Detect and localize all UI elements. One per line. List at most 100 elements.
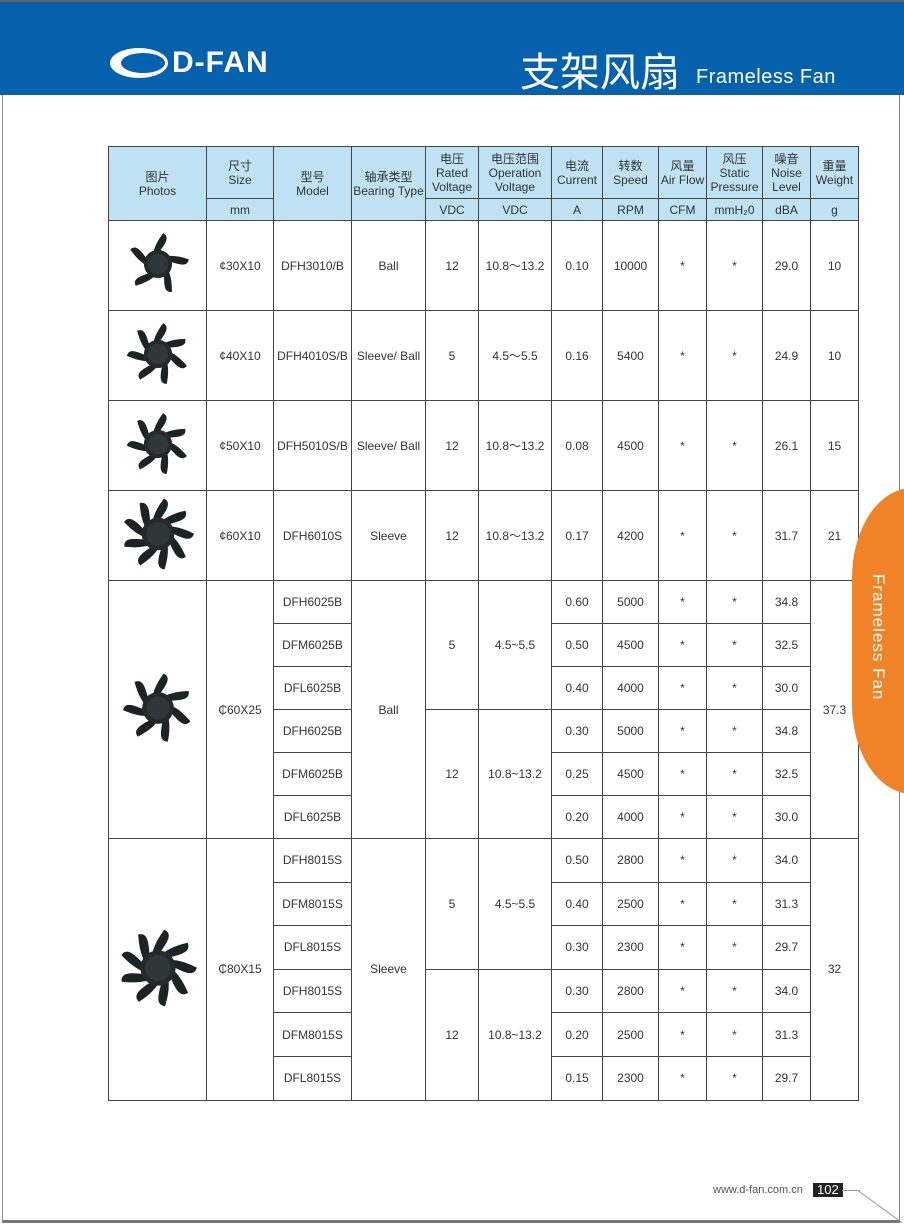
model-cell: DFL6025B xyxy=(273,795,352,839)
header-en: Model xyxy=(296,183,329,198)
website-url: www.d-fan.com.cn xyxy=(713,1184,803,1196)
range-cell: 10.8~13.2 xyxy=(478,968,552,1101)
noise-cell: 34.0 xyxy=(762,968,811,1014)
table-row: ¢40X10 DFH4010S/B Sleeve/ Ball 5 4.5～5.5 0.16… xyxy=(108,310,859,401)
header-cn: 尺寸 xyxy=(227,158,252,173)
pressure-cell: * xyxy=(706,666,763,710)
range-cell: 10.8～13.2 xyxy=(478,220,552,311)
fan-photo xyxy=(129,233,189,292)
noise-cell: 29.7 xyxy=(762,1055,811,1101)
header-en: Weight xyxy=(815,172,854,187)
logo-text: D-FAN xyxy=(172,46,269,79)
table-row: ¢60X10 DFH6010S Sleeve 12 10.8～13.2 0.17 4200 *… xyxy=(108,490,859,581)
flow-cell: * xyxy=(658,752,707,796)
photo-cell xyxy=(108,580,207,839)
pressure-cell: * xyxy=(706,400,763,491)
header-en: Rated Voltage xyxy=(431,165,473,194)
speed-cell: 4500 xyxy=(602,400,659,491)
weight-cell: 32 xyxy=(810,838,859,1101)
noise-cell: 29.0 xyxy=(762,220,811,311)
noise-cell: 31.7 xyxy=(762,490,811,581)
range-cell: 4.5～5.5 xyxy=(478,310,552,401)
model-cell: DFH6025B xyxy=(273,709,352,753)
pressure-cell: * xyxy=(706,968,763,1014)
model-cell: DFL6025B xyxy=(273,666,352,710)
side-tab: Frameless Fan xyxy=(852,488,904,794)
model-cell: DFH4010S/B xyxy=(273,310,352,401)
fan-photo xyxy=(122,673,190,742)
speed-cell: 2300 xyxy=(602,925,659,970)
noise-cell: 32.5 xyxy=(762,623,811,667)
bearing-cell: Sleeve/ Ball xyxy=(351,400,426,491)
table-row: ₵60X25 DFH6025B Ball 5 4.5~5.5 0.60 5000 * * 34.8… xyxy=(108,580,859,839)
column-header: 轴承类型 Bearing Type xyxy=(351,146,426,221)
current-cell: 0.30 xyxy=(551,709,603,753)
size-cell: ₵60X25 xyxy=(206,580,274,839)
range-cell: 10.8~13.2 xyxy=(478,709,552,839)
side-tab-label: Frameless Fan xyxy=(869,574,888,701)
fan-photo xyxy=(126,323,187,384)
unit-cell: VDC xyxy=(425,198,479,221)
current-cell: 0.10 xyxy=(551,220,603,311)
page-number: 102 xyxy=(813,1183,843,1197)
bearing-cell: Sleeve xyxy=(351,838,426,1101)
table-row: DFM8015S 0.40 2500 * * 31.3 xyxy=(109,881,859,927)
column-header: 转数 Speed xyxy=(602,146,659,199)
current-cell: 0.30 xyxy=(551,925,603,970)
speed-cell: 4200 xyxy=(602,490,659,581)
weight-cell: 15 xyxy=(810,400,859,491)
voltage-cell: 12 xyxy=(425,490,479,581)
current-cell: 0.50 xyxy=(551,838,603,883)
title-en: Frameless Fan xyxy=(696,66,836,88)
noise-cell: 34.8 xyxy=(762,580,811,624)
current-cell: 0.40 xyxy=(551,881,603,927)
unit-cell: mmH₂0 xyxy=(706,198,763,221)
model-cell: DFH5010S/B xyxy=(273,400,352,491)
current-cell: 0.17 xyxy=(551,490,603,581)
model-cell: DFM8015S xyxy=(273,881,352,927)
header-en: Size xyxy=(228,172,252,187)
model-cell: DFH6025B xyxy=(273,580,352,624)
unit-row: mm VDC VDC A RPM CFM mmH₂0 dBA g xyxy=(109,198,859,221)
photo-cell xyxy=(108,310,207,401)
model-cell: DFH8015S xyxy=(273,968,352,1014)
pressure-cell: * xyxy=(706,490,763,581)
model-cell: DFM6025B xyxy=(273,752,352,796)
noise-cell: 32.5 xyxy=(762,752,811,796)
weight-cell: 37.3 xyxy=(810,580,859,839)
flow-cell: * xyxy=(658,623,707,667)
flow-cell: * xyxy=(658,490,707,581)
header-en: Air Flow xyxy=(660,172,705,187)
size-cell: ¢50X10 xyxy=(206,400,274,491)
current-cell: 0.40 xyxy=(551,666,603,710)
pressure-cell: * xyxy=(706,881,763,927)
current-cell: 0.50 xyxy=(551,623,603,667)
pressure-cell: * xyxy=(706,1055,763,1101)
size-cell: ¢60X10 xyxy=(206,490,274,581)
current-cell: 0.20 xyxy=(551,795,603,839)
header-cn: 型号 xyxy=(300,169,325,184)
noise-cell: 31.3 xyxy=(762,1012,811,1057)
table-row: DFM6025B 0.25 4500 * * 32.5 xyxy=(109,752,859,796)
unit-cell: CFM xyxy=(658,198,707,221)
current-cell: 0.20 xyxy=(551,1012,603,1057)
noise-cell: 30.0 xyxy=(762,795,811,839)
column-header: 风量 Air Flow xyxy=(658,146,707,199)
pressure-cell: * xyxy=(706,1012,763,1057)
size-cell: ¢30X10 xyxy=(206,220,274,311)
speed-cell: 5400 xyxy=(602,310,659,401)
header-en: Photos xyxy=(138,183,177,198)
noise-cell: 24.9 xyxy=(762,310,811,401)
range-cell: 10.8～13.2 xyxy=(478,400,552,491)
column-header: 电流 Current xyxy=(551,146,603,199)
header-en: Current xyxy=(556,172,597,187)
unit-cell: g xyxy=(810,198,859,221)
column-header: 尺寸 Size xyxy=(206,146,274,199)
current-cell: 0.30 xyxy=(551,968,603,1014)
flow-cell: * xyxy=(658,400,707,491)
speed-cell: 4500 xyxy=(602,752,659,796)
column-header: 风压 Static Pressure xyxy=(706,146,763,199)
speed-cell: 5000 xyxy=(602,709,659,753)
current-cell: 0.25 xyxy=(551,752,603,796)
header-en: Speed xyxy=(613,172,648,187)
